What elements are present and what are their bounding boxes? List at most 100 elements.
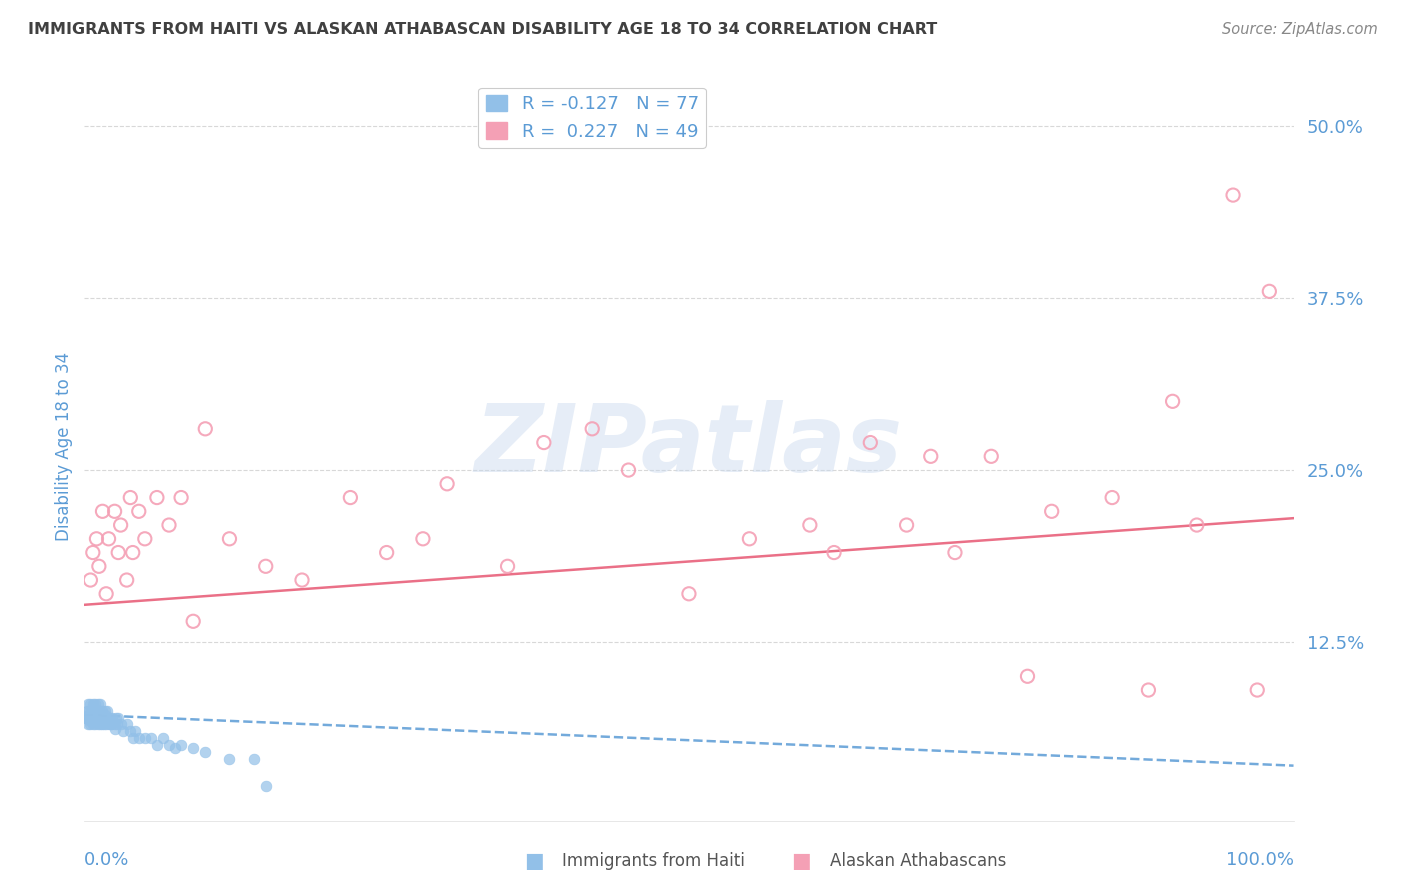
Point [157, 518, 180, 533]
Point [107, 545, 129, 559]
Point [94, 704, 117, 718]
Point [1161, 394, 1184, 409]
Point [94, 717, 117, 731]
Point [89, 717, 111, 731]
Point [86, 713, 108, 727]
Point [83, 710, 105, 724]
Point [104, 722, 127, 736]
Point [291, 573, 314, 587]
Point [84, 717, 107, 731]
Text: 0.0%: 0.0% [84, 851, 129, 869]
Point [104, 717, 127, 731]
Point [128, 504, 150, 518]
Point [104, 504, 127, 518]
Point [77, 710, 100, 724]
Point [339, 491, 361, 505]
Point [82, 545, 104, 559]
Text: IMMIGRANTS FROM HAITI VS ALASKAN ATHABASCAN DISABILITY AGE 18 TO 34 CORRELATION : IMMIGRANTS FROM HAITI VS ALASKAN ATHABAS… [28, 22, 938, 37]
Point [412, 532, 434, 546]
Point [581, 422, 603, 436]
Point [254, 779, 277, 793]
Point [112, 724, 135, 739]
Point [896, 518, 918, 533]
Point [1040, 504, 1063, 518]
Point [76, 710, 98, 724]
Point [87, 713, 110, 727]
Point [87, 559, 110, 574]
Point [115, 573, 138, 587]
Point [86, 717, 108, 731]
Point [100, 717, 122, 731]
Point [79, 717, 101, 731]
Point [823, 545, 845, 559]
Point [82, 707, 104, 722]
Point [94, 707, 117, 722]
Point [93, 717, 115, 731]
Point [96, 713, 118, 727]
Point [97, 717, 120, 731]
Point [115, 717, 138, 731]
Point [96, 704, 118, 718]
Point [110, 717, 132, 731]
Point [91, 504, 114, 518]
Point [80, 710, 103, 724]
Point [1101, 491, 1123, 505]
Point [77, 713, 100, 727]
Point [91, 713, 114, 727]
Point [436, 476, 458, 491]
Point [75, 710, 97, 724]
Text: ZIPatlas: ZIPatlas [475, 400, 903, 492]
Point [920, 450, 942, 464]
Point [533, 435, 555, 450]
Point [79, 573, 101, 587]
Point [980, 450, 1002, 464]
Point [91, 704, 114, 718]
Text: ■: ■ [524, 851, 544, 871]
Point [1017, 669, 1039, 683]
Point [89, 707, 111, 722]
Point [218, 752, 240, 766]
Point [97, 532, 120, 546]
Point [107, 710, 129, 724]
Point [80, 713, 103, 727]
Point [80, 704, 103, 718]
Point [77, 707, 100, 722]
Point [124, 724, 146, 739]
Point [110, 518, 132, 533]
Point [943, 545, 966, 559]
Point [87, 704, 110, 718]
Point [157, 738, 180, 752]
Point [121, 545, 143, 559]
Point [86, 697, 108, 711]
Point [91, 717, 114, 731]
Point [87, 710, 110, 724]
Point [77, 704, 100, 718]
Point [84, 697, 107, 711]
Point [120, 724, 142, 739]
Point [86, 710, 108, 724]
Point [181, 740, 204, 755]
Point [121, 731, 143, 746]
Text: Source: ZipAtlas.com: Source: ZipAtlas.com [1222, 22, 1378, 37]
Point [83, 713, 105, 727]
Point [89, 697, 111, 711]
Point [134, 731, 156, 746]
Point [1137, 683, 1160, 698]
Point [79, 697, 101, 711]
Point [152, 731, 174, 746]
Point [170, 738, 193, 752]
Point [1246, 683, 1268, 698]
Point [82, 697, 104, 711]
Point [94, 710, 117, 724]
Point [496, 559, 519, 574]
Point [86, 532, 108, 546]
Legend: R = -0.127   N = 77, R =  0.227   N = 49: R = -0.127 N = 77, R = 0.227 N = 49 [478, 88, 706, 148]
Point [1222, 188, 1244, 202]
Point [617, 463, 640, 477]
Point [77, 697, 100, 711]
Point [77, 717, 100, 731]
Point [254, 559, 277, 574]
Y-axis label: Disability Age 18 to 34: Disability Age 18 to 34 [55, 351, 73, 541]
Point [146, 738, 169, 752]
Point [86, 707, 108, 722]
